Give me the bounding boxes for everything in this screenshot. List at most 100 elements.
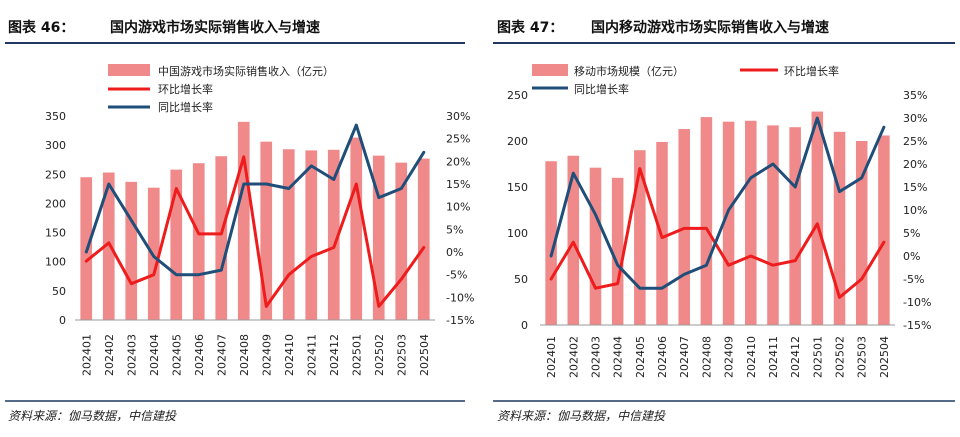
right-axis-tick-label: -10% <box>446 291 474 304</box>
bar <box>878 135 890 325</box>
right-axis-tick-label: -15% <box>446 314 474 327</box>
bar <box>545 161 557 325</box>
x-axis-tick-label: 202503 <box>856 336 869 378</box>
right-axis-tick-label: 5% <box>903 227 920 240</box>
right-axis-tick-label: -5% <box>446 269 467 282</box>
x-axis-tick-label: 202404 <box>612 336 625 378</box>
chart-47-title: 国内移动游戏市场实际销售收入与增速 <box>591 19 829 36</box>
x-axis-tick-label: 202403 <box>125 334 138 376</box>
right-axis-tick-label: 15% <box>903 181 927 194</box>
bar <box>192 163 205 320</box>
left-axis-tick-label: 50 <box>514 273 528 286</box>
legend-yoy-label: 同比增长率 <box>574 82 629 96</box>
chart-47-footer: 资料来源：伽马数据，中信建投 <box>493 400 955 423</box>
legend-yoy-label: 同比增长率 <box>158 100 213 114</box>
legend-bar-swatch <box>532 64 568 76</box>
left-axis-tick-label: 100 <box>507 227 528 240</box>
right-axis-tick-label: 0% <box>446 246 463 259</box>
chart-47-source-note: 资料来源：伽马数据，中信建投 <box>497 409 666 423</box>
x-axis-tick-label: 202407 <box>215 334 228 376</box>
x-axis-tick-label: 202503 <box>395 334 408 376</box>
bar <box>722 121 735 326</box>
bar <box>417 158 430 320</box>
x-axis-tick-label: 202504 <box>418 334 431 376</box>
x-axis-tick-label: 202504 <box>878 336 891 378</box>
bar <box>567 155 580 325</box>
yoy-growth-line <box>84 123 426 277</box>
right-axis-tick-label: 10% <box>903 204 927 217</box>
left-axis-tick-label: 0 <box>59 314 66 327</box>
x-axis-tick-label: 202405 <box>634 336 647 378</box>
left-axis-tick-label: 350 <box>45 110 66 123</box>
left-axis-tick-label: 50 <box>52 285 66 298</box>
x-axis-tick-label: 202404 <box>148 334 161 376</box>
chart-47-legend: 移动市场规模（亿元） 环比增长率 同比增长率 <box>532 64 839 96</box>
x-axis-tick-label: 202412 <box>328 334 341 376</box>
bar <box>170 169 183 320</box>
bar <box>215 156 228 320</box>
left-axis-tick-label: 250 <box>45 168 66 181</box>
bar <box>745 120 757 325</box>
bar <box>327 149 340 320</box>
chart-47-figure-label: 图表 47： <box>497 19 563 36</box>
chart-47-plot: 0 50 100 150 200 250 -15% -10% -5% 0% 5% 10% 15% 20% 2… <box>507 89 931 378</box>
x-axis-tick-label: 202410 <box>283 334 296 376</box>
right-axis-tick-label: -15% <box>903 319 931 332</box>
bar <box>282 149 295 320</box>
left-axis-tick-label: 300 <box>45 139 66 152</box>
chart-46-source-note: 资料来源：伽马数据，中信建投 <box>8 409 177 423</box>
x-axis-tick-label: 202411 <box>767 336 780 378</box>
chart-47-header: 图表 47： 国内移动游戏市场实际销售收入与增速 <box>493 19 955 44</box>
right-axis-tick-label: 25% <box>446 133 470 146</box>
legend-mom-label: 环比增长率 <box>784 64 839 78</box>
x-axis-tick-label: 202406 <box>656 336 669 378</box>
bar <box>789 127 801 325</box>
legend-mom-label: 环比增长率 <box>158 82 213 96</box>
x-axis-tick-label: 202411 <box>305 334 318 376</box>
bar <box>634 150 646 325</box>
bar <box>855 141 868 325</box>
right-axis-tick-label: -10% <box>903 296 931 309</box>
legend-bar-swatch <box>108 64 150 76</box>
x-axis-tick-label: 202401 <box>80 334 93 376</box>
bar <box>611 177 624 325</box>
x-axis-tick-label: 202402 <box>103 334 116 376</box>
left-axis-tick-label: 100 <box>45 256 66 269</box>
x-axis-tick-label: 202405 <box>170 334 183 376</box>
right-axis-tick-label: 25% <box>903 135 927 148</box>
bar <box>811 111 824 325</box>
x-axis-tick-label: 202401 <box>545 336 558 378</box>
x-axis-tick-label: 202403 <box>589 336 602 378</box>
right-axis-tick-label: 5% <box>446 223 463 236</box>
chart-46-figure-label: 图表 46： <box>8 19 74 36</box>
mom-growth-line <box>549 167 886 299</box>
x-axis-tick-label: 202402 <box>567 336 580 378</box>
bar <box>305 150 318 320</box>
x-axis-tick-label: 202406 <box>193 334 206 376</box>
left-axis-tick-label: 200 <box>507 135 528 148</box>
chart-46-header: 图表 46： 国内游戏市场实际销售收入与增速 <box>5 19 465 44</box>
right-axis-tick-label: 15% <box>446 178 470 191</box>
right-axis-tick-label: 35% <box>903 89 927 102</box>
right-axis-tick-label: 30% <box>446 110 470 123</box>
x-axis-tick-label: 202412 <box>789 336 802 378</box>
bar <box>125 181 138 320</box>
left-axis-tick-label: 150 <box>507 181 528 194</box>
x-axis-tick-label: 202408 <box>700 336 713 378</box>
bar <box>372 155 385 320</box>
chart-46-title: 国内游戏市场实际销售收入与增速 <box>110 19 320 36</box>
bar <box>833 131 846 325</box>
x-axis-tick-label: 202502 <box>834 336 847 378</box>
right-axis-tick-label: -5% <box>903 273 924 286</box>
left-axis-tick-label: 150 <box>45 227 66 240</box>
bar <box>237 121 250 320</box>
x-axis-tick-label: 202501 <box>811 336 824 378</box>
right-axis-tick-label: 30% <box>903 112 927 125</box>
yoy-growth-line <box>549 116 886 290</box>
right-axis-tick-label: 10% <box>446 201 470 214</box>
x-axis-tick-label: 202410 <box>745 336 758 378</box>
x-axis-tick-label: 202409 <box>723 336 736 378</box>
bar <box>700 117 713 325</box>
bar <box>350 137 363 320</box>
